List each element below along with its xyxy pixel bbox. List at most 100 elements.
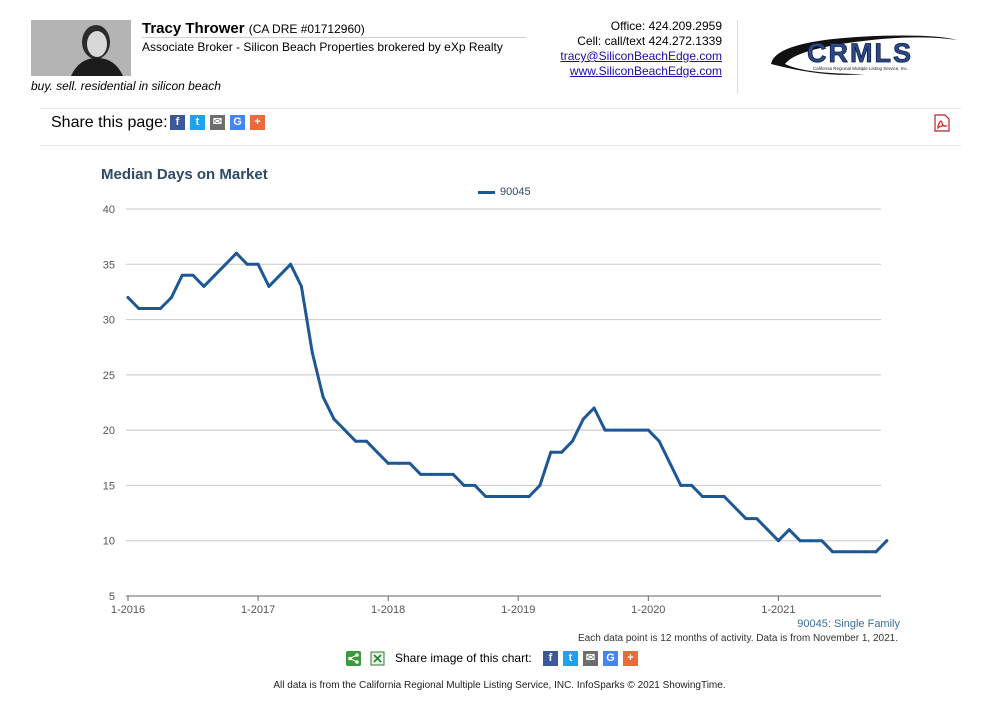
data-point xyxy=(690,483,694,487)
data-point xyxy=(516,494,520,498)
line-chart: 5 10 15 20 25 30 35 40 1-2016 1-2017 1-2018 1-2019 1… xyxy=(103,204,889,616)
data-point xyxy=(505,494,509,498)
data-point xyxy=(776,539,780,543)
agent-name: Tracy Thrower (CA DRE #01712960) xyxy=(142,20,365,37)
data-point xyxy=(733,506,737,510)
logo-subtext: California Regional Multiple Listing Ser… xyxy=(813,66,908,71)
share-chart-google-icon[interactable]: G xyxy=(603,651,618,666)
data-point xyxy=(430,472,434,476)
x-tick-label: 1-2016 xyxy=(111,604,145,616)
legend-label: 90045 xyxy=(500,186,531,198)
chart-title: Median Days on Market xyxy=(101,166,268,183)
data-point xyxy=(440,472,444,476)
divider xyxy=(40,108,961,109)
cell-phone: Cell: call/text 424.272.1339 xyxy=(577,34,722,48)
data-point xyxy=(299,284,303,288)
data-point xyxy=(820,539,824,543)
share-chart-icon[interactable] xyxy=(346,651,361,666)
share-page-google-icon[interactable]: G xyxy=(230,115,245,130)
data-point xyxy=(570,439,574,443)
data-point xyxy=(581,417,585,421)
data-point xyxy=(332,417,336,421)
share-page-email-icon[interactable]: ✉ xyxy=(210,115,225,130)
data-point xyxy=(202,284,206,288)
agent-name-text: Tracy Thrower xyxy=(142,20,245,37)
share-page-facebook-icon[interactable]: f xyxy=(170,115,185,130)
data-point xyxy=(375,450,379,454)
x-tick-label: 1-2017 xyxy=(241,604,275,616)
data-point xyxy=(278,273,282,277)
chart-legend[interactable]: 90045 xyxy=(478,186,531,198)
data-point xyxy=(549,450,553,454)
y-tick-label: 30 xyxy=(103,315,115,327)
data-point xyxy=(722,494,726,498)
x-tick-label: 1-2020 xyxy=(631,604,665,616)
data-point xyxy=(538,483,542,487)
data-point xyxy=(852,550,856,554)
website-link[interactable]: www.SiliconBeachEdge.com xyxy=(569,64,722,78)
share-chart-twitter-icon[interactable]: t xyxy=(563,651,578,666)
logo-text: CRMLS xyxy=(807,38,913,68)
data-point xyxy=(462,483,466,487)
y-tick-label: 40 xyxy=(103,204,115,216)
y-tick-label: 35 xyxy=(103,259,115,271)
data-point xyxy=(451,472,455,476)
divider xyxy=(142,37,526,38)
x-tick-label: 1-2018 xyxy=(371,604,405,616)
footer-text: All data is from the California Regional… xyxy=(273,680,726,691)
data-point xyxy=(484,494,488,498)
data-point xyxy=(180,273,184,277)
data-point xyxy=(169,295,173,299)
series-note[interactable]: 90045: Single Family xyxy=(797,618,900,630)
data-point xyxy=(841,550,845,554)
data-point xyxy=(798,539,802,543)
excel-icon[interactable] xyxy=(370,651,385,666)
data-point xyxy=(787,528,791,532)
data-point xyxy=(603,428,607,432)
legend-swatch xyxy=(478,190,495,194)
data-point xyxy=(234,251,238,255)
share-chart-more-icon[interactable]: + xyxy=(623,651,638,666)
data-point xyxy=(495,494,499,498)
data-point xyxy=(831,550,835,554)
data-point xyxy=(766,528,770,532)
tagline: buy. sell. residential in silicon beach xyxy=(31,79,221,93)
divider xyxy=(40,145,961,146)
data-point xyxy=(755,517,759,521)
y-tick-label: 15 xyxy=(103,480,115,492)
data-point xyxy=(614,428,618,432)
pdf-icon[interactable] xyxy=(934,114,950,132)
data-point xyxy=(213,273,217,277)
y-tick-label: 10 xyxy=(103,536,115,548)
data-point xyxy=(874,550,878,554)
share-page-label: Share this page: xyxy=(51,114,168,131)
data-point xyxy=(191,273,195,277)
data-point xyxy=(386,461,390,465)
share-page-twitter-icon[interactable]: t xyxy=(190,115,205,130)
data-point xyxy=(744,517,748,521)
x-tick-label: 1-2021 xyxy=(761,604,795,616)
data-point xyxy=(137,307,141,311)
data-point xyxy=(419,472,423,476)
data-point xyxy=(679,483,683,487)
share-page-more-icon[interactable]: + xyxy=(250,115,265,130)
data-point xyxy=(527,494,531,498)
share-chart-email-icon[interactable]: ✉ xyxy=(583,651,598,666)
share-chart-label: Share image of this chart: xyxy=(395,651,532,665)
data-point xyxy=(863,550,867,554)
email-link[interactable]: tracy@SiliconBeachEdge.com xyxy=(560,49,722,63)
data-point xyxy=(657,439,661,443)
data-note: Each data point is 12 months of activity… xyxy=(578,633,898,644)
agent-license: (CA DRE #01712960) xyxy=(248,22,365,36)
crmls-logo: CRMLS California Regional Multiple Listi… xyxy=(765,30,960,80)
x-tick-label: 1-2019 xyxy=(501,604,535,616)
contact-block: Office: 424.209.2959 Cell: call/text 424… xyxy=(520,19,722,79)
divider xyxy=(737,20,738,94)
data-point xyxy=(625,428,629,432)
data-point xyxy=(364,439,368,443)
y-tick-label: 25 xyxy=(103,370,115,382)
data-point xyxy=(256,262,260,266)
agent-title: Associate Broker - Silicon Beach Propert… xyxy=(142,40,503,54)
data-point xyxy=(701,494,705,498)
share-chart-facebook-icon[interactable]: f xyxy=(543,651,558,666)
